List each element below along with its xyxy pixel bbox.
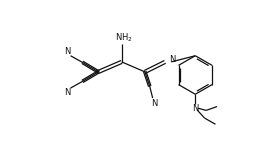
Text: N: N bbox=[192, 104, 198, 113]
Text: N: N bbox=[64, 88, 71, 97]
Text: NH$_2$: NH$_2$ bbox=[115, 32, 133, 44]
Text: N: N bbox=[64, 47, 71, 56]
Text: N: N bbox=[169, 55, 175, 64]
Text: N: N bbox=[151, 99, 157, 108]
